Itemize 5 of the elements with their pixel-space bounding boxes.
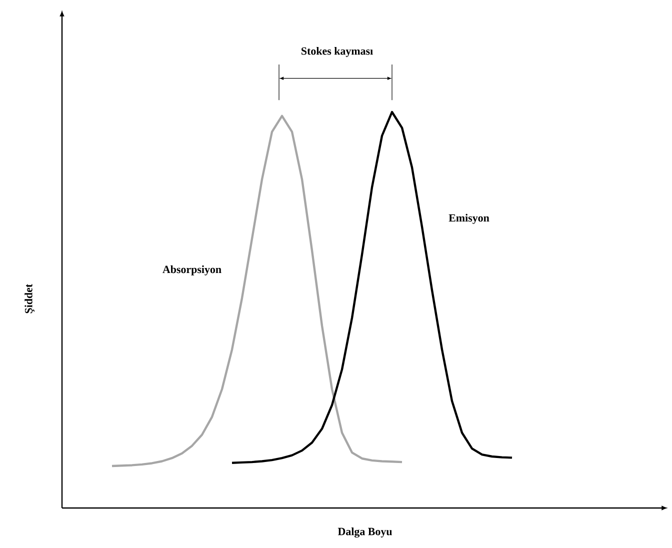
text: Emisyon: [448, 214, 490, 224]
y-axis-title: Şiddet: [24, 284, 34, 314]
text: Stokes kayması: [302, 47, 373, 57]
x-axis-title: Dalga Boyu: [338, 528, 392, 538]
text: Absorpsiyon: [162, 265, 222, 276]
